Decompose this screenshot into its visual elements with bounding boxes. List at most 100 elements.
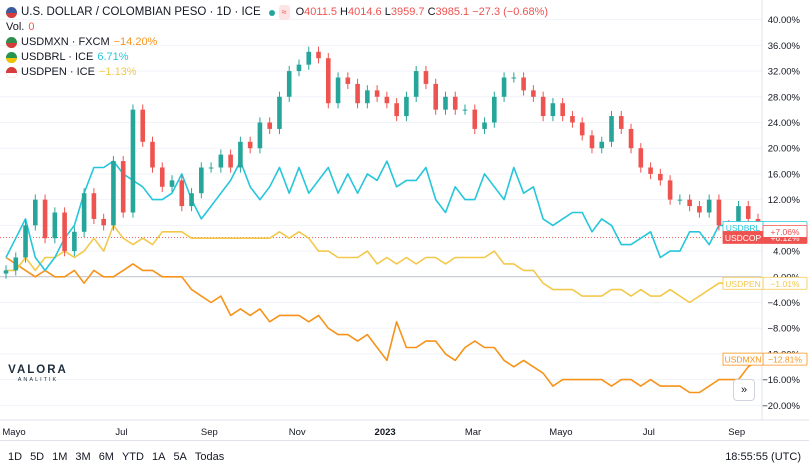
flag-mx-icon	[6, 37, 17, 48]
x-axis: Mayo Jul Sep Nov 2023 Mar Mayo Jul Sep	[2, 427, 745, 438]
value-tag-text: +7.06%	[770, 227, 800, 237]
scroll-right-button[interactable]: »	[733, 379, 755, 401]
candle-body	[482, 122, 487, 129]
usdcop-candles	[3, 46, 761, 279]
logo-wordmark: VALORA	[8, 364, 68, 376]
candle-body	[247, 141, 253, 149]
y-tick-label: 36.00%	[768, 41, 801, 52]
candle-body	[384, 96, 390, 104]
candle-body	[687, 199, 692, 207]
candle-body	[677, 199, 683, 201]
x-tick-label: Nov	[289, 427, 306, 438]
series-line-usdmxn	[5, 256, 759, 394]
y-tick-label: 20.00%	[768, 144, 801, 155]
candle-body	[335, 77, 341, 104]
volume-value: 0	[28, 21, 35, 33]
range-ytd[interactable]: YTD	[121, 451, 144, 463]
flag-br-icon	[6, 52, 17, 63]
candle-body	[277, 96, 282, 129]
range-1m[interactable]: 1M	[52, 451, 68, 463]
candle-body	[199, 167, 204, 194]
legend-change: 6.71%	[97, 51, 129, 63]
candle-body	[413, 71, 419, 97]
compare-badge[interactable]: ≈	[278, 5, 290, 20]
candle-body	[589, 135, 595, 149]
legend-item-usdmxn[interactable]: USDMXN · FXCM −14.20%	[6, 35, 548, 50]
legend-change: −14.20%	[113, 36, 158, 48]
candle-body	[579, 122, 585, 136]
flag-us-icon	[6, 7, 17, 18]
candle-body	[638, 148, 644, 168]
candle-body	[404, 96, 409, 117]
series-tags: +7.67%USDBRL−12.81%USDMXN−1.01%USDPEN+6.…	[722, 221, 808, 366]
legend-label: USDPEN · ICE	[21, 66, 95, 78]
candle-body	[72, 231, 77, 252]
candle-body	[423, 71, 429, 84]
range-todas[interactable]: Todas	[194, 451, 225, 463]
candle-body	[531, 90, 536, 97]
candle-body	[238, 141, 243, 168]
value-tag-text: −1.01%	[770, 279, 800, 289]
candle-body	[609, 116, 614, 142]
y-tick-label: 12.00%	[768, 195, 801, 206]
candle-body	[325, 58, 331, 104]
candle-body	[111, 161, 116, 226]
range-1a[interactable]: 1A	[151, 451, 166, 463]
range-selector: 1D 5D 1M 3M 6M YTD 1A 5A Todas	[8, 451, 232, 463]
y-tick-label: 28.00%	[768, 92, 801, 103]
candle-body	[286, 71, 292, 97]
range-5d[interactable]: 5D	[30, 451, 45, 463]
value-tag	[762, 224, 808, 238]
range-3m[interactable]: 3M	[75, 451, 91, 463]
y-tick-label: 16.00%	[768, 169, 801, 180]
candle-body	[658, 173, 663, 181]
legend-item-usdbrl[interactable]: USDBRL · ICE 6.71%	[6, 50, 548, 65]
candle-body	[365, 90, 370, 104]
x-tick-label: Jul	[643, 427, 655, 438]
status-dot-icon	[268, 9, 275, 16]
candle-body	[81, 193, 87, 232]
range-1d[interactable]: 1D	[8, 451, 23, 463]
legend-volume-row: Vol. 0	[6, 20, 548, 35]
candle-body	[62, 212, 67, 252]
candle-body	[130, 109, 136, 213]
candle-body	[472, 109, 478, 129]
series-name-tag-text: USDMXN	[725, 355, 762, 365]
range-6m[interactable]: 6M	[98, 451, 114, 463]
valora-logo: VALORA ANALITIK	[8, 364, 68, 383]
candle-body	[462, 109, 468, 111]
y-axis: 40.00% 36.00% 32.00% 28.00% 24.00% 20.00% 16.0…	[762, 15, 800, 412]
series-name-tag-text: USDBRL	[726, 223, 761, 233]
series-line-usdpen	[6, 224, 758, 304]
candle-body	[189, 193, 194, 207]
legend-item-usdpen[interactable]: USDPEN · ICE −1.13%	[6, 65, 548, 80]
y-tick-label: 40.00%	[768, 15, 801, 26]
candle-body	[745, 206, 751, 219]
chart: 40.00% 36.00% 32.00% 28.00% 24.00% 20.00% 16.0…	[0, 0, 809, 438]
candle-body	[3, 270, 9, 274]
candle-body	[452, 96, 458, 110]
value-tag-text: +6.12%	[770, 233, 800, 243]
candle-body	[52, 212, 58, 239]
candle-body	[697, 206, 702, 213]
candle-body	[32, 199, 38, 226]
symbol-title[interactable]: U.S. DOLLAR / COLOMBIAN PESO · 1D · ICE	[21, 6, 261, 18]
x-tick-label: Mayo	[2, 427, 25, 438]
candle-body	[628, 128, 634, 149]
series-name-tag	[722, 276, 764, 290]
series-line-usdbrl	[5, 160, 758, 272]
candle-body	[218, 154, 224, 168]
series-name-tag-text: USDPEN	[725, 279, 760, 289]
candle-body	[91, 193, 97, 219]
clock[interactable]: 18:55:55 (UTC)	[725, 451, 801, 463]
range-5a[interactable]: 5A	[173, 451, 187, 463]
value-tag-text: −12.81%	[768, 355, 802, 365]
candle-body	[316, 51, 321, 59]
series-name-tag-text: USDCOP	[725, 233, 762, 243]
candle-body	[296, 64, 302, 72]
legend-change: −1.13%	[98, 66, 137, 78]
flag-pe-icon	[6, 67, 17, 78]
candle-body	[618, 116, 624, 129]
candle-body	[511, 77, 517, 79]
candle-body	[345, 77, 351, 84]
